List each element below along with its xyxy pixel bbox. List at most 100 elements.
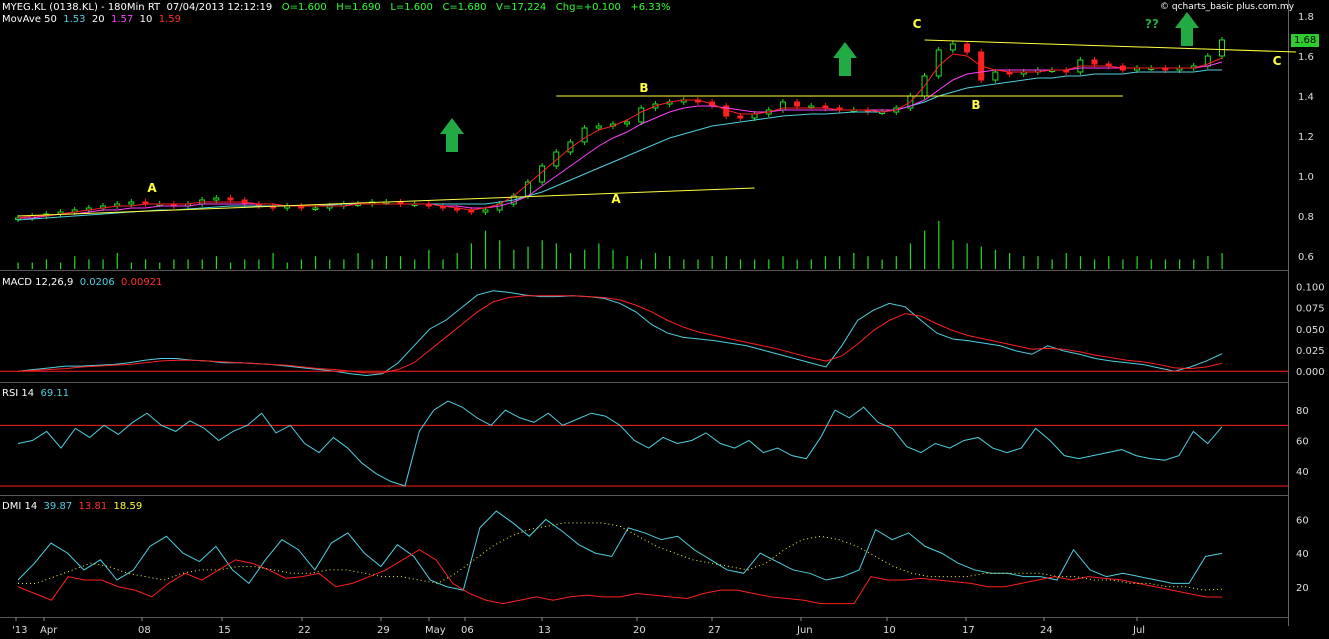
ma20-period: 20 bbox=[91, 14, 105, 25]
ma50-line bbox=[17, 69, 1222, 221]
volume-bar bbox=[17, 262, 19, 269]
candle-body bbox=[567, 141, 574, 153]
date-tick-label: 17 bbox=[962, 625, 975, 636]
series-line-macd bbox=[17, 290, 1223, 376]
candle-body bbox=[553, 151, 560, 167]
ma20-value: 1.57 bbox=[110, 14, 134, 25]
series-line-signal bbox=[17, 295, 1223, 374]
up-arrow-icon bbox=[833, 42, 857, 76]
trendline-label: C bbox=[1273, 54, 1282, 68]
rsi-value: 69.11 bbox=[40, 388, 70, 399]
volume-bar bbox=[711, 256, 713, 269]
volume-bar bbox=[215, 256, 218, 269]
movave-label: MovAve 50 bbox=[2, 14, 57, 25]
volume-bar bbox=[1122, 259, 1124, 269]
chart-header: MYEG.KL (0138.KL) - 180Min RT 07/04/2013… bbox=[2, 2, 671, 13]
price-tick-label: 1.4 bbox=[1298, 92, 1314, 103]
series-line-di bbox=[17, 510, 1223, 591]
date-tick-label: 24 bbox=[1040, 625, 1053, 636]
volume-bar bbox=[1037, 256, 1039, 269]
volume-bar bbox=[399, 256, 402, 269]
volume-bar bbox=[314, 256, 317, 269]
volume-bar bbox=[1179, 259, 1181, 269]
volume-bar bbox=[1207, 256, 1209, 269]
indicator-tick-label: 0.100 bbox=[1296, 282, 1325, 293]
candle-body bbox=[312, 207, 319, 210]
date-tick-label: 13 bbox=[538, 625, 551, 636]
volume-bar bbox=[31, 262, 33, 269]
trendline-label: A bbox=[611, 192, 621, 206]
volume-bar bbox=[1094, 259, 1096, 269]
panel-divider bbox=[0, 617, 1288, 618]
volume-bar bbox=[1065, 253, 1067, 269]
trendline-label: B bbox=[971, 98, 980, 112]
candle-body bbox=[581, 127, 588, 143]
volume-bar bbox=[782, 256, 784, 269]
candle-body bbox=[482, 209, 489, 213]
candle-body bbox=[964, 43, 971, 53]
panel-divider bbox=[0, 382, 1288, 383]
volume-bar bbox=[272, 253, 274, 269]
volume-bar bbox=[810, 259, 812, 269]
date-tick-label: May bbox=[425, 625, 446, 636]
volume-bar bbox=[499, 240, 501, 269]
volume-bar bbox=[428, 249, 430, 269]
volume-bar bbox=[1136, 256, 1138, 269]
trendline-c bbox=[924, 39, 1297, 53]
volume-bar bbox=[385, 256, 387, 269]
open-value: O=1.600 bbox=[281, 2, 327, 13]
series-line-di bbox=[17, 549, 1223, 605]
volume-bar bbox=[598, 243, 600, 269]
price-tick-label: 0.8 bbox=[1298, 212, 1314, 223]
up-arrow-icon bbox=[1175, 12, 1199, 46]
volume-bar bbox=[853, 253, 855, 269]
date-tick-label: Jul bbox=[1132, 625, 1145, 636]
volume-bar bbox=[569, 253, 572, 269]
indicator-tick-label: 40 bbox=[1296, 549, 1309, 560]
volume-bar bbox=[725, 256, 727, 269]
ma50-value: 1.53 bbox=[63, 14, 86, 25]
trendline-label: A bbox=[147, 181, 157, 195]
trendline-label: B bbox=[639, 81, 648, 95]
watermark: © qcharts_basic plus.com.my bbox=[1160, 2, 1295, 12]
symbol-label: MYEG.KL (0138.KL) - 180Min RT bbox=[2, 2, 161, 13]
date-tick-label: 10 bbox=[883, 625, 896, 636]
volume-bar bbox=[329, 259, 331, 269]
date-tick-label: 06 bbox=[461, 625, 474, 636]
volume-bar bbox=[739, 259, 742, 269]
volume-bar bbox=[994, 249, 997, 269]
candle-body bbox=[751, 113, 758, 119]
volume-bar bbox=[116, 253, 118, 269]
volume-bar bbox=[697, 259, 699, 269]
candle-body bbox=[227, 197, 234, 201]
date-tick-label: 20 bbox=[633, 625, 646, 636]
candle-body bbox=[128, 201, 135, 205]
volume-bar bbox=[470, 243, 472, 269]
candle-body bbox=[638, 107, 645, 123]
volume-bar bbox=[414, 259, 416, 269]
volume-bar bbox=[74, 256, 76, 269]
price-tick-label: 0.6 bbox=[1298, 252, 1314, 263]
volume-bar bbox=[952, 240, 954, 269]
date-tick-label: 22 bbox=[298, 625, 311, 636]
volume-bar bbox=[1221, 253, 1223, 269]
volume-bar bbox=[357, 253, 359, 269]
macd-signal-value: 0.00921 bbox=[121, 277, 163, 288]
volume-bar bbox=[201, 259, 203, 269]
date-tick-label: '13 bbox=[12, 625, 27, 636]
volume-bar bbox=[229, 262, 232, 269]
series-line-adx bbox=[18, 522, 1223, 591]
volume-bar bbox=[881, 259, 883, 269]
change-value: Chg=+0.100 bbox=[555, 2, 621, 13]
rsi-legend: RSI 14 69.11 bbox=[2, 388, 69, 399]
indicator-tick-label: 0.025 bbox=[1296, 346, 1325, 357]
up-arrow-icon bbox=[440, 118, 464, 152]
volume-bar bbox=[244, 259, 246, 269]
series-line-rsi bbox=[17, 400, 1223, 487]
volume-bar bbox=[286, 262, 288, 269]
candle-body bbox=[213, 197, 220, 201]
dmi-plus-value: 39.87 bbox=[43, 501, 73, 512]
volume-bar bbox=[938, 221, 940, 269]
volume-bar bbox=[1150, 259, 1152, 269]
question-annotation: ?? bbox=[1145, 17, 1159, 31]
